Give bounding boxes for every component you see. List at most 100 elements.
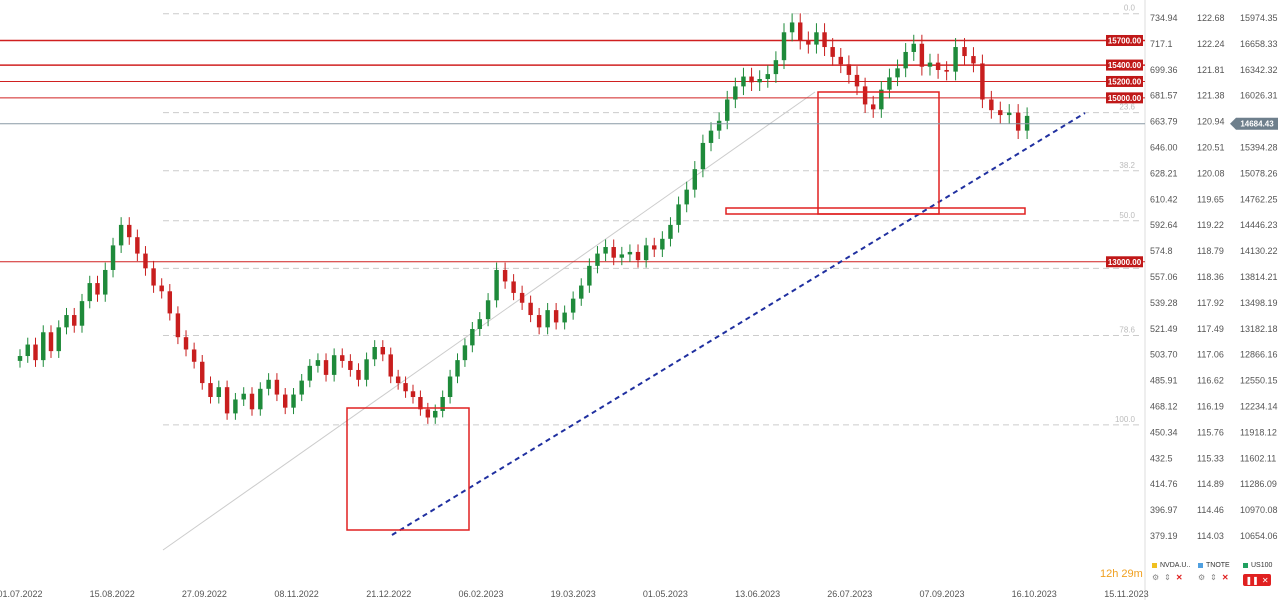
price-tick-label-3: 16026.31 xyxy=(1240,91,1278,101)
price-tick-label-2: 117.06 xyxy=(1197,350,1224,360)
price-tick-label: 539.28 xyxy=(1150,298,1178,308)
price-tick-label-2: 117.92 xyxy=(1197,298,1224,308)
candle-body xyxy=(433,410,438,418)
candle-body xyxy=(1015,112,1021,131)
candle-body xyxy=(331,355,337,375)
candle-body xyxy=(919,43,925,67)
candle-body xyxy=(364,359,369,380)
candle-body xyxy=(741,76,746,87)
legend-us100[interactable]: US100 xyxy=(1243,562,1272,592)
level-tag-label: 15700.00 xyxy=(1108,36,1142,45)
candle-body xyxy=(1007,112,1012,116)
level-tag-label: 13000.00 xyxy=(1108,258,1142,267)
candle-body xyxy=(410,391,416,398)
candle-body xyxy=(266,379,271,389)
candle-body xyxy=(635,251,641,261)
legend-us100-label: US100 xyxy=(1251,562,1273,569)
chart-background xyxy=(0,0,1145,580)
date-tick-label: 06.02.2023 xyxy=(458,589,503,599)
candle-body xyxy=(765,74,771,80)
candle-body xyxy=(56,327,61,352)
candle-body xyxy=(233,399,238,414)
price-tick-label: 663.79 xyxy=(1150,117,1178,127)
price-tick-label-3: 16342.32 xyxy=(1240,65,1278,75)
fib-level-label: 0.0 xyxy=(1124,4,1136,13)
level-tag xyxy=(1106,92,1143,104)
price-tick-label-3: 14130.22 xyxy=(1240,246,1278,256)
candle-body xyxy=(862,86,868,105)
candle-body xyxy=(822,32,827,48)
settings-icon[interactable]: ⚙ xyxy=(1198,573,1206,582)
candle-body xyxy=(700,142,706,170)
candle-body xyxy=(536,315,542,328)
candle-body xyxy=(684,189,689,205)
candle-body xyxy=(903,51,908,69)
date-tick-label: 27.09.2022 xyxy=(182,589,227,599)
candle-body xyxy=(511,281,516,293)
date-tick-label: 21.12.2022 xyxy=(366,589,411,599)
level-tag xyxy=(1106,256,1143,268)
price-tick-label: 396.97 xyxy=(1150,505,1178,515)
price-tick-label-2: 116.19 xyxy=(1197,402,1224,412)
candle-body xyxy=(980,63,985,100)
pause-icon: ❚❚ xyxy=(1245,575,1259,585)
candle-body xyxy=(627,251,633,255)
candle-body xyxy=(143,253,148,269)
price-tick-label: 503.70 xyxy=(1150,350,1178,360)
updown-icon[interactable]: ⇕ xyxy=(1210,573,1217,582)
close-icon[interactable]: ✕ xyxy=(1175,573,1183,582)
candle-body xyxy=(33,344,38,361)
settings-icon[interactable]: ⚙ xyxy=(1152,573,1160,582)
legend-nvda[interactable]: NVDA.U.. ⚙ ⇕ ✕ xyxy=(1152,562,1190,592)
candle-body xyxy=(757,79,762,83)
price-tick-label: 379.19 xyxy=(1150,531,1178,541)
candle-body xyxy=(895,68,900,78)
level-tag xyxy=(1106,34,1143,46)
candle-body xyxy=(789,22,795,33)
candle-body xyxy=(660,238,665,250)
date-tick-label: 01.05.2023 xyxy=(643,589,688,599)
price-tick-label: 681.57 xyxy=(1150,91,1178,101)
level-tag-label: 15200.00 xyxy=(1108,77,1142,86)
fibonacci-diagonal xyxy=(162,91,816,551)
candle-body xyxy=(167,291,173,314)
active-instrument-toggle[interactable]: ❚❚ ✕ xyxy=(1243,574,1271,586)
candle-body xyxy=(708,130,714,143)
price-tick-label: 734.94 xyxy=(1150,13,1178,23)
legend-nvda-color xyxy=(1152,563,1157,568)
trendline[interactable] xyxy=(391,112,1086,536)
legend-tnote[interactable]: TNOTE ⚙ ⇕ ✕ xyxy=(1198,562,1230,592)
price-tick-label: 646.00 xyxy=(1150,143,1178,153)
price-tick-label-3: 13182.18 xyxy=(1240,324,1278,334)
price-tick-label-2: 119.65 xyxy=(1197,194,1224,204)
date-tick-label: 19.03.2023 xyxy=(551,589,596,599)
highlight-support-zone[interactable] xyxy=(725,207,1026,215)
candle-body xyxy=(103,269,108,295)
price-tick-label: 521.49 xyxy=(1150,324,1178,334)
candle-body xyxy=(773,60,779,75)
candle-body xyxy=(494,269,499,301)
updown-icon[interactable]: ⇕ xyxy=(1164,573,1171,582)
date-tick-label: 08.11.2022 xyxy=(274,589,318,599)
highlight-box-bottom[interactable] xyxy=(346,407,470,531)
price-tick-label-3: 15078.26 xyxy=(1240,168,1278,178)
price-tick-label: 414.76 xyxy=(1150,479,1178,489)
price-tick-label-2: 118.79 xyxy=(1197,246,1224,256)
candle-body xyxy=(830,47,835,57)
candle-body xyxy=(528,302,533,316)
close-icon[interactable]: ✕ xyxy=(1221,573,1229,582)
candle-body xyxy=(307,365,313,381)
candle-body xyxy=(733,86,738,100)
price-tick-label: 717.1 xyxy=(1150,39,1173,49)
price-tick-label: 699.36 xyxy=(1150,65,1178,75)
price-tick-label-2: 118.36 xyxy=(1197,272,1224,282)
candlesticks xyxy=(17,13,1030,424)
candle-body xyxy=(470,328,475,346)
candle-body xyxy=(749,76,754,83)
candle-body xyxy=(249,393,255,410)
candle-body xyxy=(372,347,377,360)
legend-tnote-color xyxy=(1198,563,1203,568)
price-tick-label-3: 16658.33 xyxy=(1240,39,1278,49)
